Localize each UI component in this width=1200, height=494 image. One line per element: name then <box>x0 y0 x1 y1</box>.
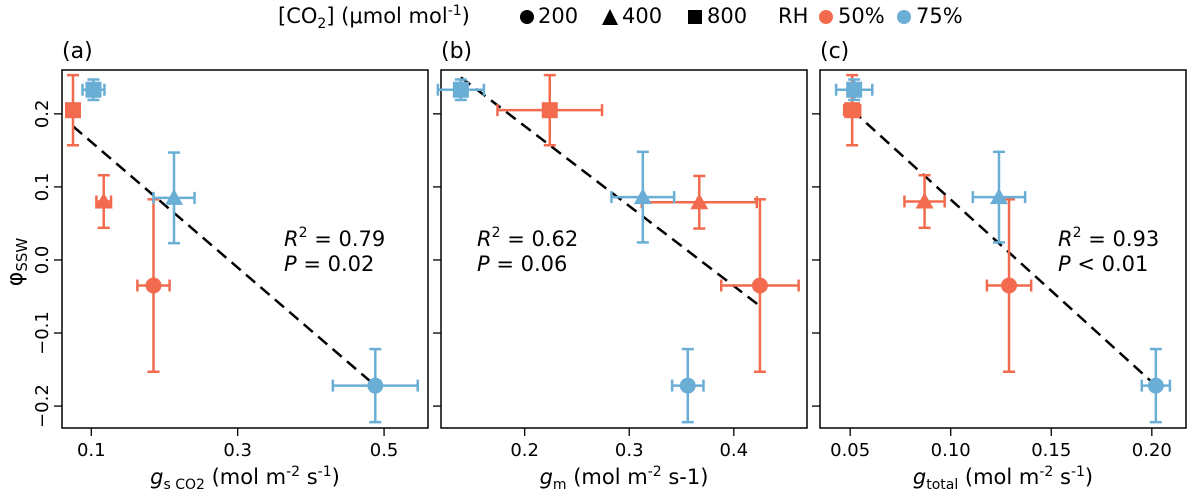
fit-line <box>460 76 761 307</box>
marker-square <box>85 81 102 98</box>
marker-triangle <box>164 188 183 205</box>
panel-a: (a) 0.1 0.3 0.5 gs CO2 (mol m-2 s-1) R2 = 0.7… <box>54 39 429 493</box>
x-tick-label: 0.10 <box>931 440 971 461</box>
marker-triangle <box>633 188 652 205</box>
legend-square-marker <box>688 10 702 24</box>
legend-rh50-marker <box>819 10 833 24</box>
x-tick-label: 0.5 <box>370 440 399 461</box>
x-tick-label: 0.3 <box>223 440 252 461</box>
marker-square <box>541 102 558 119</box>
x-axis-label: gtotal (mol m-2 s-1) <box>913 464 1093 493</box>
legend-rh-label: RH <box>778 4 808 28</box>
marker-circle <box>1001 277 1018 294</box>
data-point <box>971 150 1027 244</box>
y-tick-label: 0.0 <box>32 246 53 275</box>
data-point <box>81 78 106 102</box>
legend: [CO2] (μmol mol-1) 200 400 800 RH 50% 75… <box>278 3 963 32</box>
panel-label: (c) <box>820 39 849 64</box>
data-point <box>152 151 196 245</box>
marker-circle <box>145 277 162 294</box>
x-tick-label: 0.05 <box>830 440 870 461</box>
legend-circle-marker <box>520 10 534 24</box>
r-squared-text: R2 = 0.62 <box>477 225 578 251</box>
data-point <box>1140 347 1172 424</box>
panel-c: (c) 0.05 0.10 0.15 0.20 gtotal (mol m-2 s-1) R… <box>812 39 1187 493</box>
data-point <box>136 198 171 373</box>
marker-square <box>64 102 81 119</box>
data-point <box>834 78 874 102</box>
marker-square <box>844 102 861 119</box>
marker-circle <box>751 277 768 294</box>
plot-frame <box>61 69 429 429</box>
x-tick-label: 0.2 <box>510 440 539 461</box>
data-point <box>720 198 800 373</box>
legend-co2-800: 800 <box>707 4 747 28</box>
data-point <box>64 73 81 147</box>
data-point <box>640 174 759 230</box>
x-tick-label: 0.4 <box>719 440 748 461</box>
r-squared-text: R2 = 0.93 <box>1058 225 1159 251</box>
r-squared-text: R2 = 0.79 <box>284 225 385 251</box>
x-tick-label: 0.20 <box>1132 440 1172 461</box>
x-axis-label: gs CO2 (mol m-2 s-1) <box>150 464 340 493</box>
p-value-text: P = 0.06 <box>477 252 567 276</box>
data-point <box>670 347 705 424</box>
data-point <box>496 73 604 147</box>
panel-label: (b) <box>441 39 472 64</box>
marker-circle <box>679 377 696 394</box>
marker-square <box>452 81 469 98</box>
data-point <box>436 78 486 102</box>
legend-rh-50: 50% <box>838 4 885 28</box>
data-point <box>94 173 113 230</box>
legend-co2-label: [CO2] (μmol mol-1) <box>278 3 470 32</box>
legend-co2-200: 200 <box>538 4 578 28</box>
marker-square <box>846 81 863 98</box>
marker-circle <box>1147 377 1164 394</box>
y-tick-label: −0.2 <box>32 384 53 428</box>
p-value-text: P = 0.02 <box>284 252 374 276</box>
x-tick-label: 0.1 <box>77 440 106 461</box>
data-point <box>903 173 946 230</box>
fit-line <box>72 125 377 387</box>
y-tick-label: −0.1 <box>32 311 53 355</box>
legend-rh75-marker <box>897 10 911 24</box>
legend-co2-400: 400 <box>622 4 662 28</box>
legend-rh-75: 75% <box>916 4 963 28</box>
data-point <box>331 347 420 424</box>
plot-frame <box>819 69 1187 429</box>
y-tick-label: 0.1 <box>32 173 53 202</box>
x-axis-label: gm (mol m-2 s-1) <box>540 464 709 493</box>
marker-circle <box>367 377 384 394</box>
y-tick-labels: 0.2 0.1 0.0 −0.1 −0.2 <box>32 100 53 428</box>
x-tick-label: 0.15 <box>1031 440 1071 461</box>
x-tick-label: 0.3 <box>615 440 644 461</box>
legend-triangle-marker <box>602 9 618 25</box>
panel-b: (b) 0.2 0.3 0.4 gm (mol m-2 s-1) R2 = 0.62P =… <box>433 39 808 493</box>
y-axis-label: φSSW <box>3 238 31 287</box>
data-point <box>985 198 1033 373</box>
y-tick-label: 0.2 <box>32 100 53 129</box>
marker-triangle <box>94 192 113 209</box>
p-value-text: P < 0.01 <box>1058 252 1148 276</box>
panel-label: (a) <box>62 39 93 64</box>
fit-line <box>851 109 1157 387</box>
data-point <box>610 150 676 244</box>
marker-triangle <box>690 193 709 210</box>
plot-frame <box>440 69 808 429</box>
marker-triangle <box>989 188 1008 205</box>
marker-triangle <box>915 192 934 209</box>
